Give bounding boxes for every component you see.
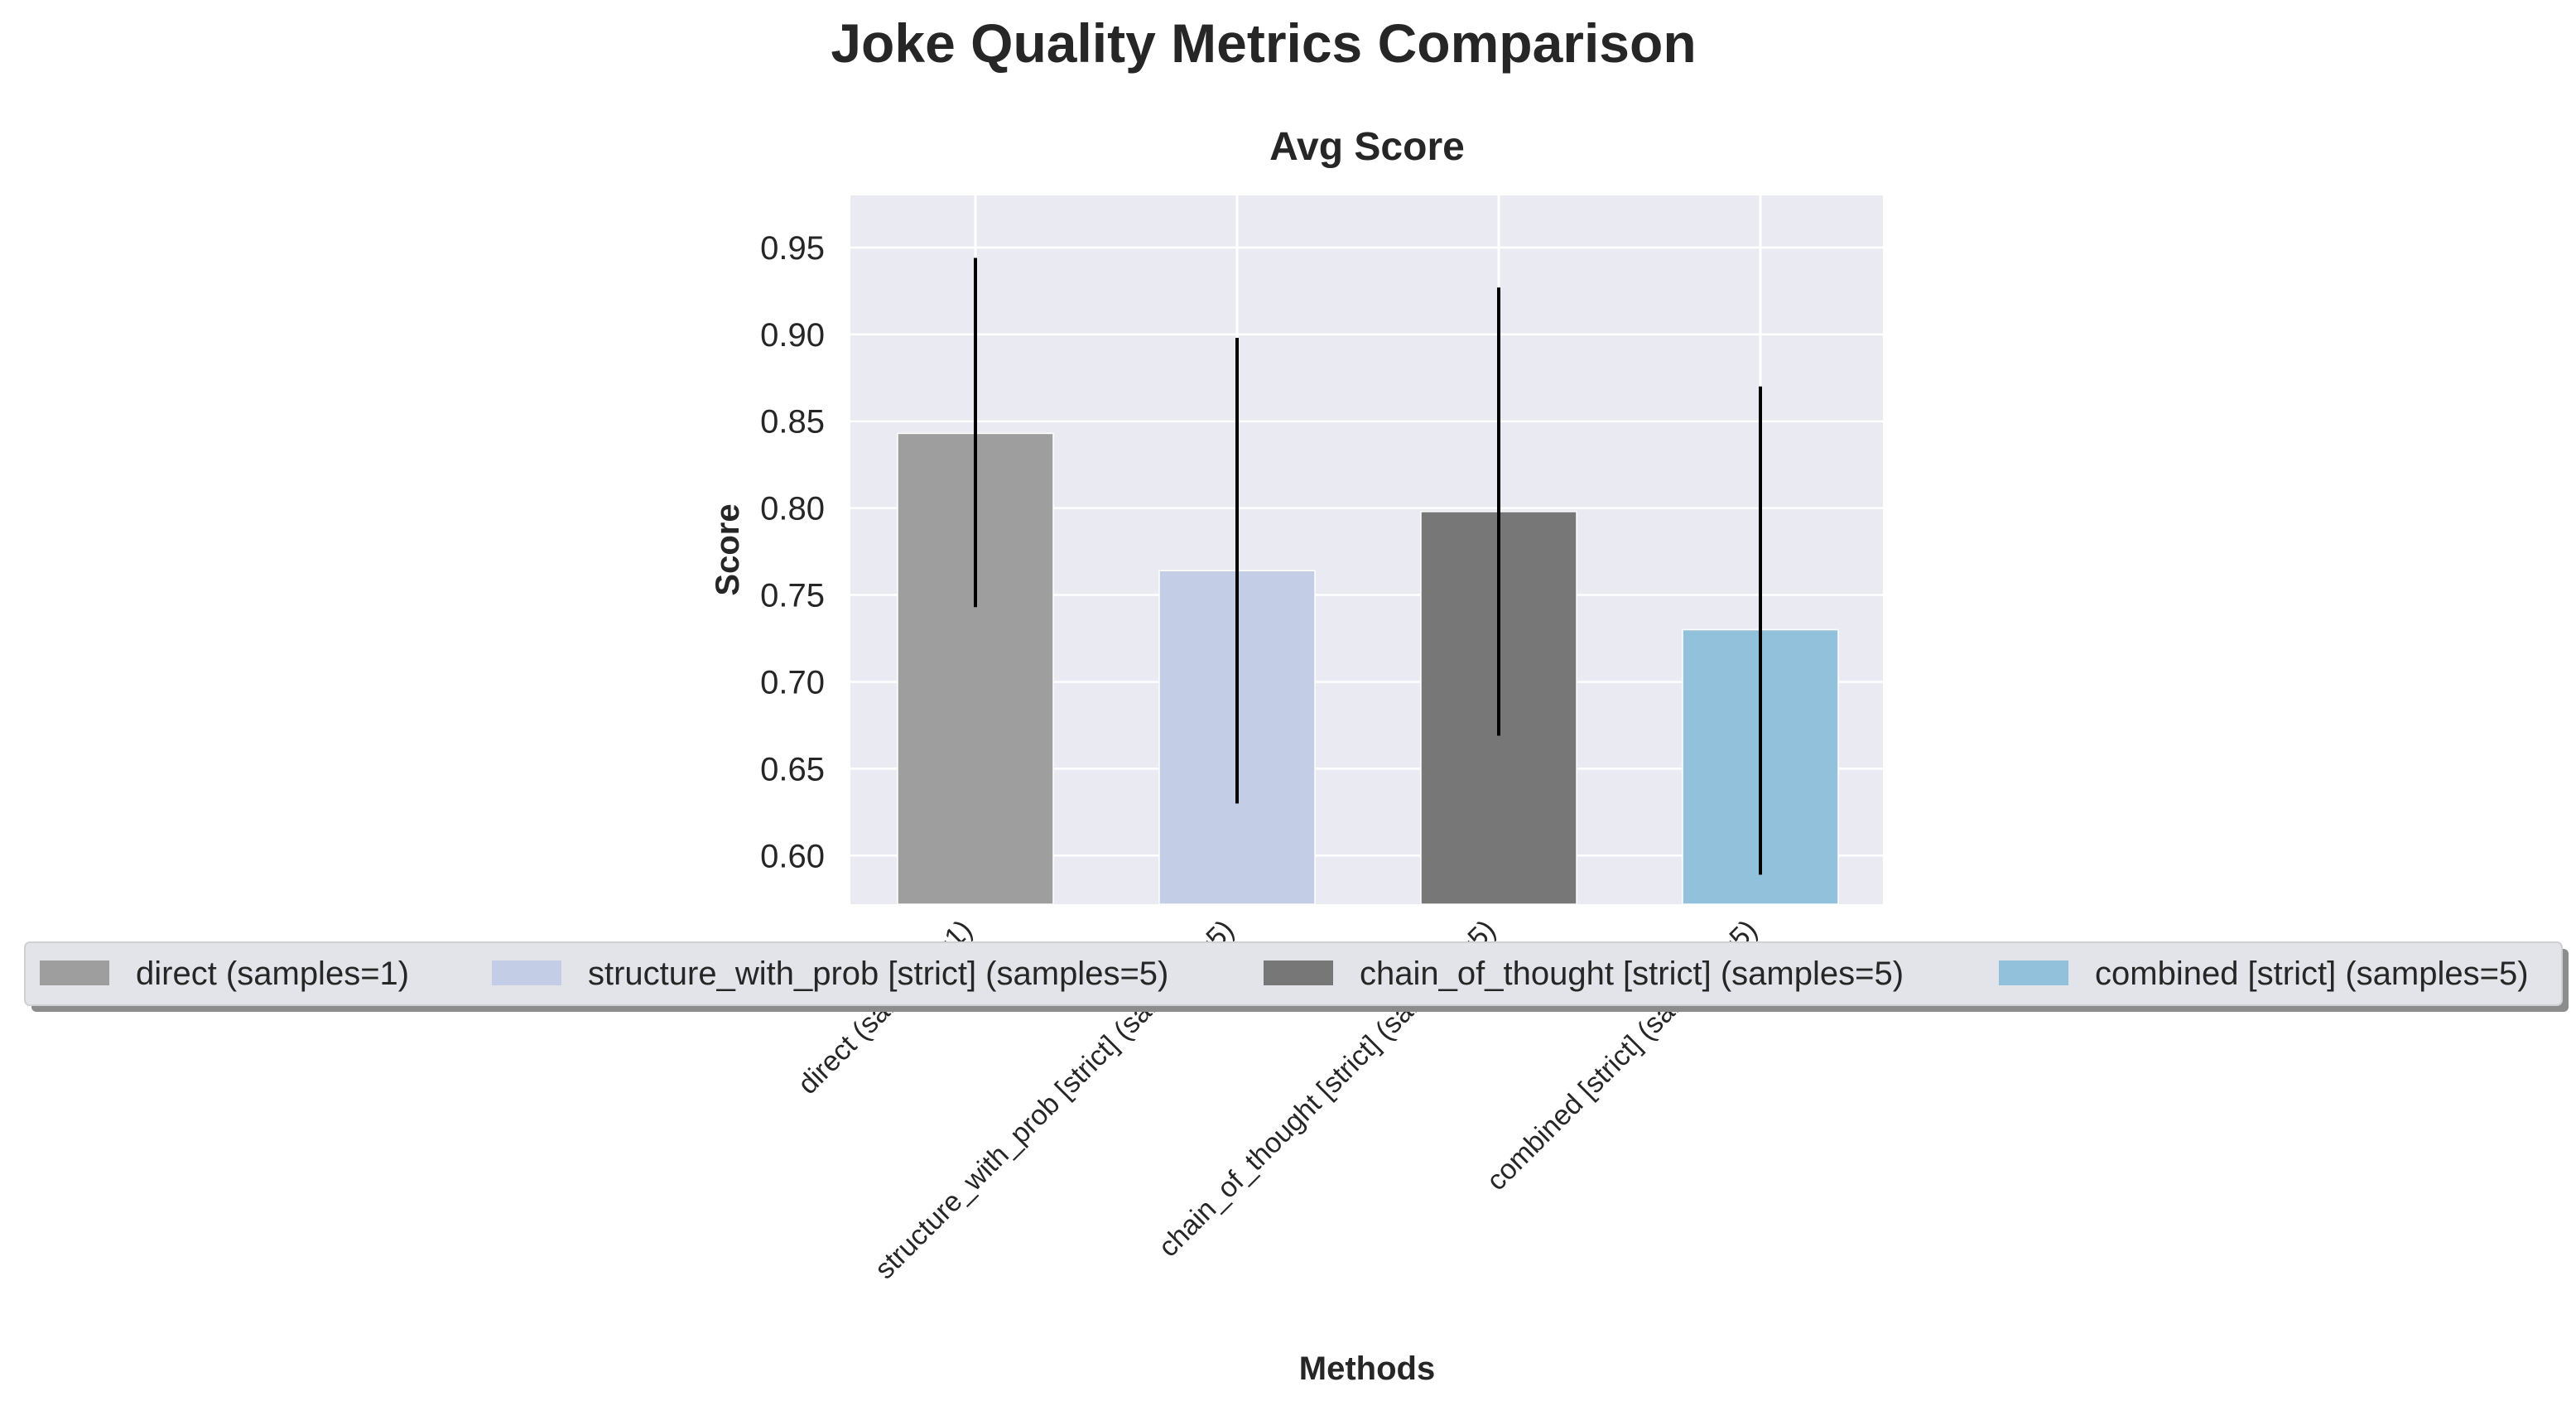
legend: direct (samples=1) structure_with_prob [s… bbox=[24, 941, 2569, 1012]
chart-subtitle: Avg Score bbox=[1269, 125, 1465, 169]
legend-label-4: combined [strict] (samples=5) bbox=[2095, 956, 2529, 992]
y-tick-label: 0.80 bbox=[760, 491, 825, 527]
y-axis-label: Score bbox=[710, 503, 746, 595]
legend-swatch-4 bbox=[1999, 960, 2068, 985]
legend-swatch-2 bbox=[492, 960, 561, 985]
y-tick-label: 0.65 bbox=[760, 751, 825, 787]
y-tick-label: 0.85 bbox=[760, 404, 825, 441]
legend-swatch-3 bbox=[1264, 960, 1333, 985]
y-tick-label: 0.90 bbox=[760, 317, 825, 354]
error-bars bbox=[974, 258, 1762, 875]
legend-swatch-1 bbox=[40, 960, 109, 985]
legend-label-3: chain_of_thought [strict] (samples=5) bbox=[1360, 956, 1904, 992]
y-axis-ticks: 0.60 0.65 0.70 0.75 0.80 0.85 0.90 0.95 bbox=[760, 230, 825, 874]
y-tick-label: 0.60 bbox=[760, 838, 825, 874]
chart-title: Joke Quality Metrics Comparison bbox=[831, 12, 1696, 74]
bars bbox=[897, 432, 1839, 905]
x-axis-label: Methods bbox=[1299, 1350, 1435, 1387]
y-tick-label: 0.75 bbox=[760, 578, 825, 614]
legend-label-2: structure_with_prob [strict] (samples=5) bbox=[588, 956, 1168, 992]
y-tick-label: 0.70 bbox=[760, 664, 825, 700]
y-tick-label: 0.95 bbox=[760, 230, 825, 267]
legend-label-1: direct (samples=1) bbox=[136, 956, 409, 992]
